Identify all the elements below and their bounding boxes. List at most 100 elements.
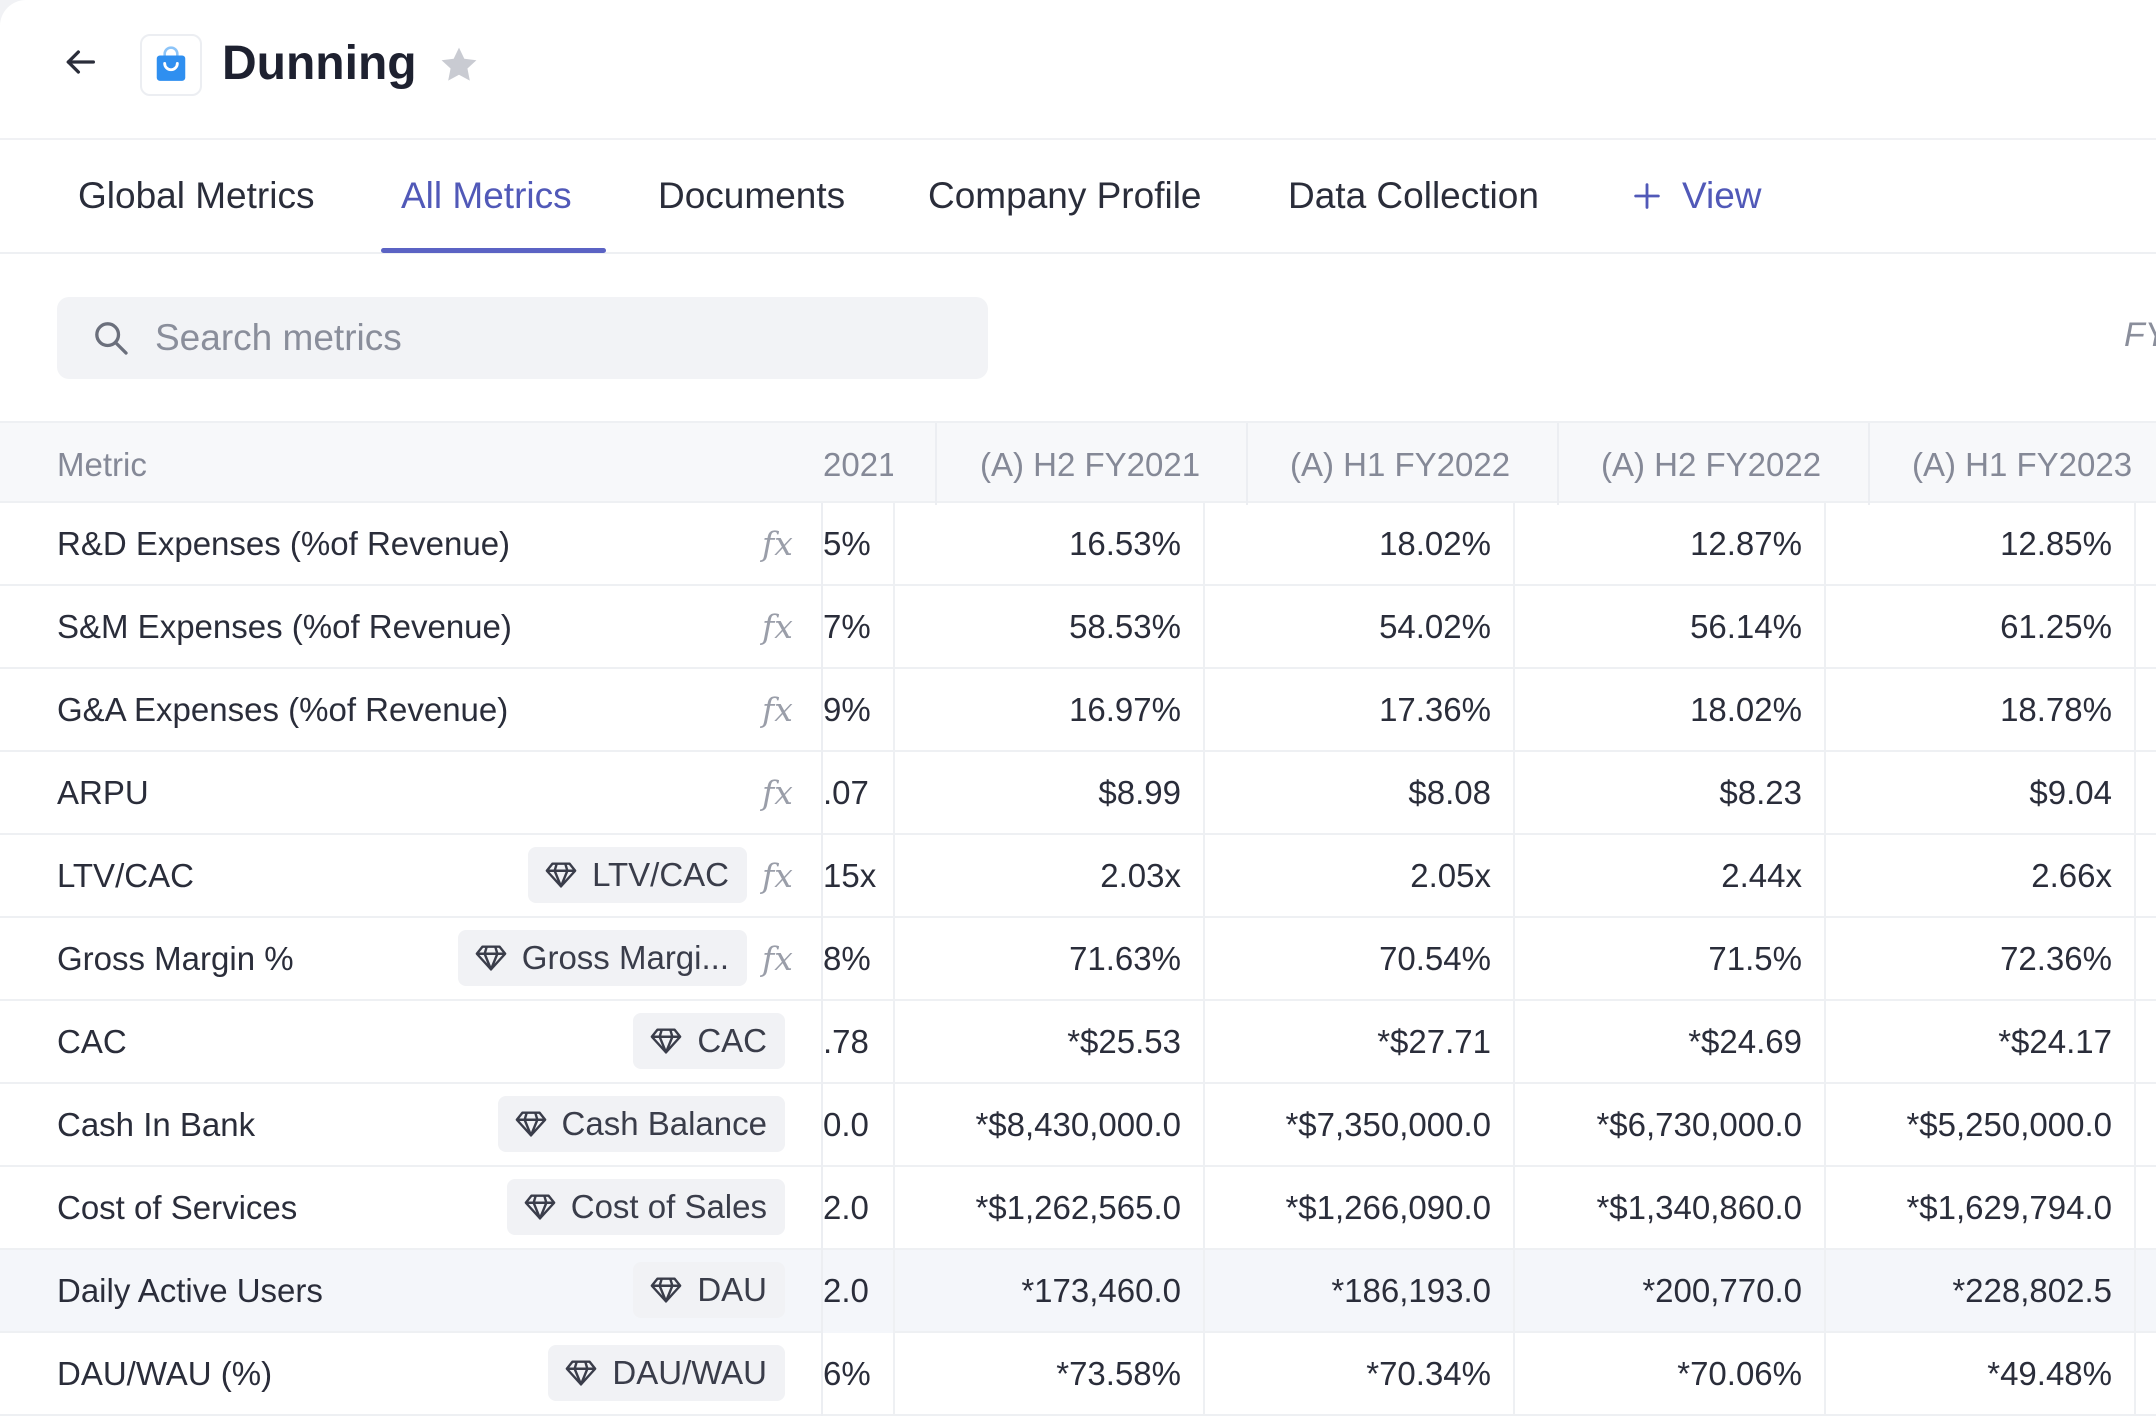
value-cell[interactable]: 5% bbox=[823, 525, 871, 562]
table-row[interactable]: Cost of Services Cost of Sales 2.0 *$1,262,… bbox=[0, 1167, 2156, 1250]
value-cell[interactable]: *200,770.0 bbox=[1642, 1272, 1802, 1309]
mapped-metric-badge[interactable]: DAU/WAU bbox=[548, 1345, 785, 1401]
formula-icon[interactable]: fx bbox=[762, 524, 793, 563]
formula-icon[interactable]: fx bbox=[762, 856, 793, 895]
value-cell[interactable]: *49.48% bbox=[1987, 1355, 2112, 1392]
value-cell[interactable]: *$27.71 bbox=[1377, 1023, 1491, 1060]
table-row[interactable]: S&M Expenses (%of Revenue) fx 7% 58.53% 54.0… bbox=[0, 586, 2156, 669]
value-cell[interactable]: 18.02% bbox=[1690, 691, 1802, 728]
value-cell[interactable]: *186,193.0 bbox=[1331, 1272, 1491, 1309]
metric-name[interactable]: Cash In Bank bbox=[57, 1106, 256, 1143]
value-cell[interactable]: *$1,340,860.0 bbox=[1596, 1189, 1802, 1226]
value-cell[interactable]: *$5,250,000.0 bbox=[1906, 1106, 2112, 1143]
value-cell[interactable]: 9% bbox=[823, 691, 871, 728]
value-cell[interactable]: 8% bbox=[823, 940, 871, 977]
mapped-metric-badge[interactable]: Cost of Sales bbox=[506, 1179, 785, 1235]
table-row[interactable]: LTV/CAC fx LTV/CAC 15x 2.03x 2.05x 2.44x 2.66x bbox=[0, 835, 2156, 918]
formula-icon[interactable]: fx bbox=[762, 939, 793, 978]
value-cell[interactable]: *$25.53 bbox=[1067, 1023, 1181, 1060]
tab-global-metrics[interactable]: Global Metrics bbox=[78, 175, 315, 216]
mapped-metric-badge[interactable]: Cash Balance bbox=[497, 1096, 785, 1152]
value-cell[interactable]: 18.02% bbox=[1379, 525, 1491, 562]
value-cell[interactable]: 61.25% bbox=[2000, 608, 2112, 645]
value-cell[interactable]: $8.23 bbox=[1719, 774, 1802, 811]
value-cell[interactable]: *$24.69 bbox=[1688, 1023, 1802, 1060]
add-view-button[interactable]: View bbox=[1630, 174, 1762, 218]
metric-name[interactable]: LTV/CAC bbox=[57, 857, 194, 894]
value-cell[interactable]: 0.0 bbox=[823, 1106, 869, 1143]
table-row[interactable]: G&A Expenses (%of Revenue) fx 9% 16.97% 17.3… bbox=[0, 669, 2156, 752]
mapped-metric-badge[interactable]: LTV/CAC bbox=[528, 847, 747, 903]
metric-name[interactable]: R&D Expenses (%of Revenue) bbox=[57, 525, 511, 562]
formula-icon[interactable]: fx bbox=[762, 690, 793, 729]
metric-name[interactable]: CAC bbox=[57, 1023, 127, 1060]
value-cell[interactable]: *$7,350,000.0 bbox=[1285, 1106, 1491, 1143]
value-cell[interactable]: 12.87% bbox=[1690, 525, 1802, 562]
value-cell[interactable]: 17.36% bbox=[1379, 691, 1491, 728]
metric-name[interactable]: ARPU bbox=[57, 774, 149, 811]
table-row[interactable]: Cash In Bank Cash Balance 0.0 *$8,430,000.0… bbox=[0, 1084, 2156, 1167]
value-cell[interactable]: 71.5% bbox=[1708, 940, 1802, 977]
value-cell[interactable]: 15x bbox=[823, 857, 877, 894]
table-row[interactable]: Daily Active Users DAU 2.0 *173,460.0 *186,1… bbox=[0, 1250, 2156, 1333]
table-row[interactable]: DAU/WAU (%) DAU/WAU 6% *73.58% *70.34% *70.06… bbox=[0, 1333, 2156, 1416]
mapped-metric-badge[interactable]: CAC bbox=[633, 1013, 785, 1069]
value-cell[interactable]: *$8,430,000.0 bbox=[975, 1106, 1181, 1143]
mapped-metric-badge[interactable]: Gross Margi... bbox=[457, 930, 747, 986]
value-cell[interactable]: *173,460.0 bbox=[1021, 1272, 1181, 1309]
metric-name[interactable]: S&M Expenses (%of Revenue) bbox=[57, 608, 512, 645]
metric-name[interactable]: Daily Active Users bbox=[57, 1272, 323, 1309]
column-header[interactable]: (A) H1 FY2023 bbox=[1912, 446, 2133, 483]
value-cell[interactable]: *$6,730,000.0 bbox=[1596, 1106, 1802, 1143]
value-cell[interactable]: 2.03x bbox=[1100, 857, 1181, 894]
value-cell[interactable]: *$1,262,565.0 bbox=[975, 1189, 1181, 1226]
metric-column-header[interactable]: Metric bbox=[57, 446, 147, 483]
value-cell[interactable]: 2.66x bbox=[2031, 857, 2112, 894]
value-cell[interactable]: .78 bbox=[823, 1023, 869, 1060]
value-cell[interactable]: 2.44x bbox=[1721, 857, 1802, 894]
value-cell[interactable]: 2.0 bbox=[823, 1272, 869, 1309]
value-cell[interactable]: 71.63% bbox=[1069, 940, 1181, 977]
tab-documents[interactable]: Documents bbox=[658, 175, 846, 216]
table-row[interactable]: Gross Margin % fx Gross Margi... 8% 71.63% 70… bbox=[0, 918, 2156, 1001]
value-cell[interactable]: *$1,266,090.0 bbox=[1285, 1189, 1491, 1226]
value-cell[interactable]: .07 bbox=[823, 774, 869, 811]
column-header[interactable]: 2021 bbox=[823, 446, 893, 483]
value-cell[interactable]: 6% bbox=[823, 1355, 871, 1392]
table-row[interactable]: ARPU fx .07 $8.99 $8.08 $8.23 $9.04 bbox=[0, 752, 2156, 835]
value-cell[interactable]: 16.53% bbox=[1069, 525, 1181, 562]
formula-icon[interactable]: fx bbox=[762, 607, 793, 646]
mapped-metric-badge[interactable]: DAU bbox=[633, 1262, 785, 1318]
tab-all-metrics[interactable]: All Metrics bbox=[401, 175, 572, 216]
table-row[interactable]: CAC CAC .78 *$25.53 *$27.71 *$24.69 *$24.17 bbox=[0, 1001, 2156, 1084]
value-cell[interactable]: 7% bbox=[823, 608, 871, 645]
column-header[interactable]: (A) H2 FY2022 bbox=[1601, 446, 1822, 483]
value-cell[interactable]: 54.02% bbox=[1379, 608, 1491, 645]
value-cell[interactable]: 18.78% bbox=[2000, 691, 2112, 728]
tab-data-collection[interactable]: Data Collection bbox=[1288, 175, 1539, 216]
value-cell[interactable]: 16.97% bbox=[1069, 691, 1181, 728]
table-row[interactable]: R&D Expenses (%of Revenue) fx 5% 16.53% 18.0… bbox=[0, 503, 2156, 586]
column-header[interactable]: (A) H1 FY2022 bbox=[1290, 446, 1511, 483]
favorite-button[interactable] bbox=[434, 40, 484, 90]
metric-name[interactable]: Gross Margin % bbox=[57, 940, 294, 977]
value-cell[interactable]: 70.54% bbox=[1379, 940, 1491, 977]
value-cell[interactable]: *70.34% bbox=[1366, 1355, 1491, 1392]
period-filter[interactable]: FY bbox=[2124, 316, 2156, 354]
back-button[interactable] bbox=[56, 38, 104, 86]
metric-name[interactable]: G&A Expenses (%of Revenue) bbox=[57, 691, 509, 728]
value-cell[interactable]: 2.05x bbox=[1410, 857, 1491, 894]
value-cell[interactable]: *228,802.5 bbox=[1952, 1272, 2112, 1309]
value-cell[interactable]: 72.36% bbox=[2000, 940, 2112, 977]
value-cell[interactable]: 58.53% bbox=[1069, 608, 1181, 645]
value-cell[interactable]: $8.99 bbox=[1098, 774, 1181, 811]
value-cell[interactable]: $9.04 bbox=[2029, 774, 2112, 811]
tab-company-profile[interactable]: Company Profile bbox=[928, 175, 1202, 216]
value-cell[interactable]: *$24.17 bbox=[1998, 1023, 2112, 1060]
metric-name[interactable]: DAU/WAU (%) bbox=[57, 1355, 273, 1392]
value-cell[interactable]: 2.0 bbox=[823, 1189, 869, 1226]
column-header[interactable]: (A) H2 FY2021 bbox=[980, 446, 1201, 483]
value-cell[interactable]: 56.14% bbox=[1690, 608, 1802, 645]
formula-icon[interactable]: fx bbox=[762, 773, 793, 812]
search-input[interactable] bbox=[155, 317, 975, 359]
